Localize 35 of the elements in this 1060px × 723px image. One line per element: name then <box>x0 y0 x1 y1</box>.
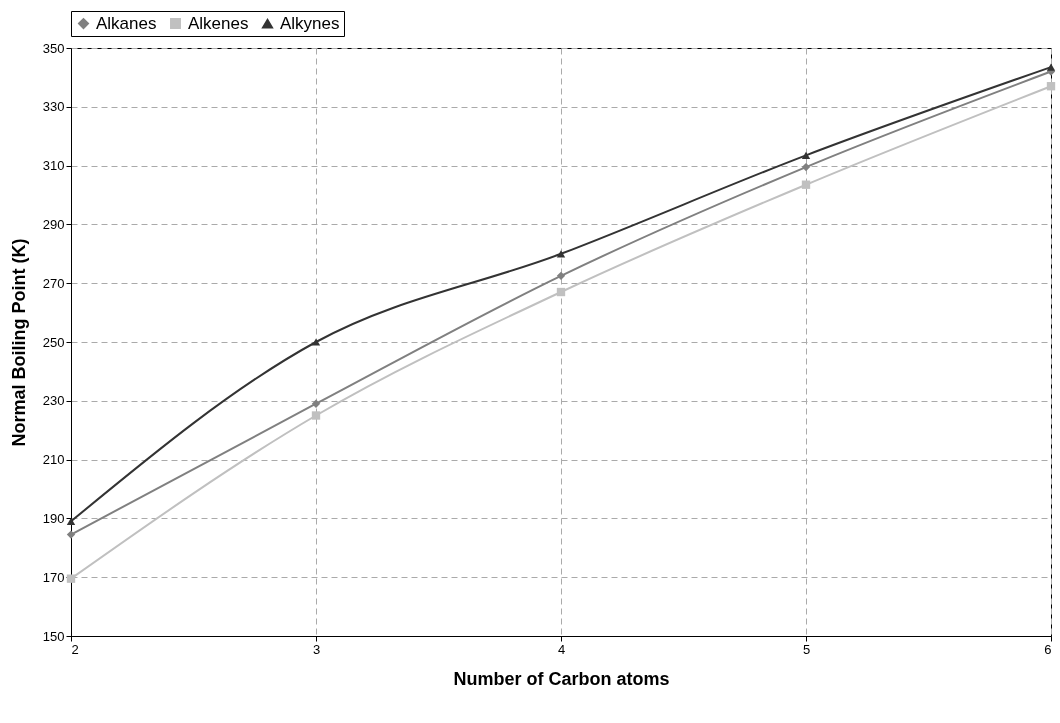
y-tick-label: 350 <box>42 40 65 56</box>
y-tick-label: 230 <box>42 393 65 409</box>
point <box>556 250 566 258</box>
point <box>311 338 321 346</box>
x-tick-label: 3 <box>312 641 321 657</box>
y-axis-title: Normal Boiling Point (K) <box>8 238 29 447</box>
point <box>66 517 76 525</box>
legend-label: Alkanes <box>96 13 157 33</box>
y-tick-label: 270 <box>42 275 65 291</box>
y-tick-label: 330 <box>42 99 65 115</box>
point <box>66 574 76 583</box>
x-axis-title: Number of Carbon atoms <box>453 668 670 689</box>
y-tick-label: 290 <box>42 216 65 232</box>
point <box>311 411 321 420</box>
point <box>311 399 321 408</box>
x-tick-label: 6 <box>1044 641 1052 657</box>
y-tick-label: 170 <box>42 569 65 585</box>
legend-label: Alkynes <box>280 13 340 33</box>
legend-label: Alkenes <box>188 13 249 33</box>
point <box>801 162 811 172</box>
x-tick-label: 2 <box>71 641 79 657</box>
y-tick-label: 310 <box>42 158 65 174</box>
point <box>1046 63 1056 71</box>
y-tick-label: 190 <box>42 510 65 526</box>
x-tick-label: 4 <box>557 641 566 657</box>
y-tick-label: 210 <box>42 452 65 468</box>
point <box>556 271 566 281</box>
y-tick-label: 250 <box>42 334 65 350</box>
y-tick-label: 150 <box>42 628 65 644</box>
point <box>66 530 76 539</box>
point <box>556 287 566 297</box>
point <box>801 180 811 189</box>
point <box>801 151 811 159</box>
x-tick-label: 5 <box>802 641 811 657</box>
point <box>1046 82 1056 91</box>
